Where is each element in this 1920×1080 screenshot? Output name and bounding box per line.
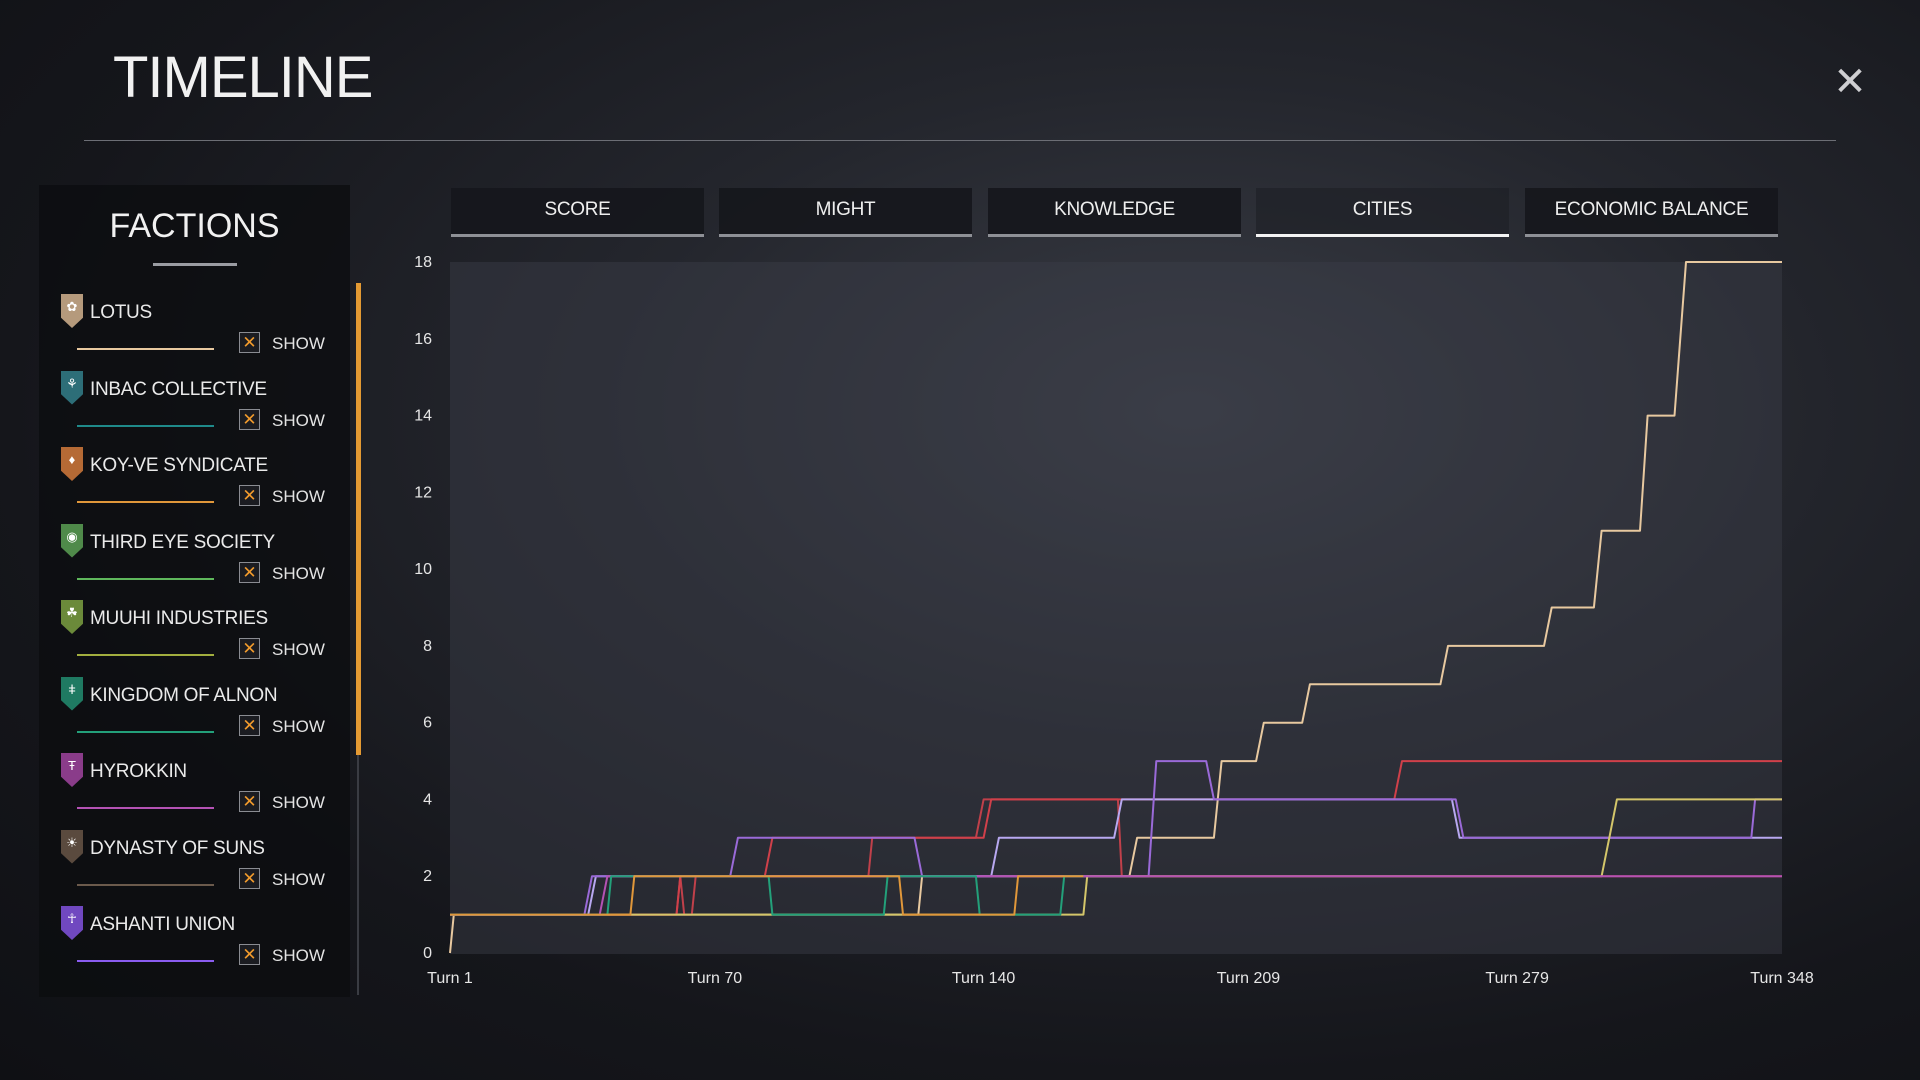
faction-color-swatch	[77, 654, 214, 656]
series-line	[450, 798, 1782, 916]
show-checkbox[interactable]: ✕	[239, 867, 260, 889]
faction-row: ☀ DYNASTY OF SUNS ✕ SHOW	[39, 829, 350, 906]
factions-panel: FACTIONS ✿ LOTUS ✕ SHOW ⚘ INBAC COLLECTIVE ✕ SH…	[39, 185, 350, 997]
faction-color-swatch	[77, 424, 214, 427]
faction-name: THIRD EYE SOCIETY	[90, 531, 275, 553]
faction-color-swatch	[77, 501, 214, 503]
show-label: SHOW	[272, 716, 325, 736]
series-line	[450, 760, 1782, 916]
y-tick-label: 14	[414, 408, 432, 425]
faction-row: ☥ ASHANTI UNION ✕ SHOW	[39, 906, 350, 982]
y-tick-label: 18	[414, 254, 432, 271]
y-tick-label: 4	[423, 791, 432, 808]
y-tick-label: 2	[423, 868, 432, 885]
faction-name: MUUHI INDUSTRIES	[90, 608, 268, 629]
faction-row: ◉ THIRD EYE SOCIETY ✕ SHOW	[39, 523, 350, 600]
faction-row: ǂ KINGDOM OF ALNON ✕ SHOW	[39, 676, 350, 753]
ashanti-icon: ☥	[61, 906, 83, 940]
faction-list-scrollbar[interactable]	[356, 283, 361, 755]
tab-score[interactable]: SCORE	[451, 188, 704, 237]
faction-color-swatch	[77, 730, 214, 733]
show-label: SHOW	[272, 793, 325, 812]
factions-title-underline	[153, 263, 237, 266]
muuhi-icon: ☘	[61, 600, 83, 634]
alnon-icon: ǂ	[61, 676, 83, 711]
show-checkbox[interactable]: ✕	[239, 332, 260, 353]
faction-name: HYROKKIN	[90, 761, 187, 782]
koyve-icon: ♦	[61, 447, 83, 481]
header-divider	[84, 140, 1836, 141]
y-tick-label: 0	[423, 945, 432, 962]
hyrokkin-icon: Ŧ	[61, 753, 83, 787]
show-label: SHOW	[272, 563, 325, 583]
y-tick-label: 12	[414, 484, 432, 501]
show-checkbox[interactable]: ✕	[239, 485, 260, 506]
faction-color-swatch	[77, 960, 214, 962]
x-tick-label: Turn 70	[688, 970, 743, 987]
factions-title: FACTIONS	[109, 207, 280, 245]
suns-icon: ☀	[61, 829, 83, 864]
faction-name: LOTUS	[90, 302, 152, 323]
eye-icon: ◉	[61, 523, 83, 558]
faction-row: ☘ MUUHI INDUSTRIES ✕ SHOW	[39, 600, 350, 676]
x-tick-label: Turn 1	[427, 970, 473, 987]
show-label: SHOW	[272, 946, 325, 965]
tab-knowledge[interactable]: KNOWLEDGE	[988, 188, 1241, 237]
lotus-icon: ✿	[61, 294, 83, 328]
faction-color-swatch	[77, 577, 214, 580]
show-checkbox[interactable]: ✕	[239, 944, 260, 965]
show-label: SHOW	[272, 640, 325, 659]
show-checkbox[interactable]: ✕	[239, 561, 260, 583]
series-line	[450, 875, 1084, 916]
faction-row: ✿ LOTUS ✕ SHOW	[39, 294, 350, 370]
tab-cities[interactable]: CITIES	[1256, 188, 1509, 237]
faction-name: DYNASTY OF SUNS	[90, 837, 265, 859]
show-label: SHOW	[272, 487, 325, 506]
faction-color-swatch	[77, 807, 214, 809]
x-tick-label: Turn 209	[1217, 970, 1281, 987]
page-title: TIMELINE	[113, 45, 373, 110]
show-checkbox[interactable]: ✕	[239, 638, 260, 659]
series-line	[449, 261, 1782, 954]
x-tick-label: Turn 279	[1485, 970, 1549, 987]
faction-name: INBAC COLLECTIVE	[90, 378, 267, 400]
series-line	[450, 798, 1782, 916]
show-label: SHOW	[272, 869, 325, 889]
faction-name: ASHANTI UNION	[90, 914, 235, 935]
faction-name: KINGDOM OF ALNON	[90, 684, 278, 706]
tab-economic-balance[interactable]: ECONOMIC BALANCE	[1525, 188, 1778, 237]
faction-color-swatch	[77, 348, 214, 350]
faction-row: ♦ KOY-VE SYNDICATE ✕ SHOW	[39, 447, 350, 523]
tab-might[interactable]: MIGHT	[719, 188, 972, 237]
faction-row: ⚘ INBAC COLLECTIVE ✕ SHOW	[39, 370, 350, 447]
y-tick-label: 8	[423, 638, 432, 655]
faction-color-swatch	[77, 883, 214, 886]
y-tick-label: 10	[414, 561, 432, 578]
series-line	[450, 875, 1782, 916]
faction-name: KOY-VE SYNDICATE	[90, 455, 268, 476]
y-tick-label: 16	[414, 331, 432, 348]
show-checkbox[interactable]: ✕	[239, 408, 260, 430]
show-checkbox[interactable]: ✕	[239, 714, 260, 736]
show-checkbox[interactable]: ✕	[239, 791, 260, 812]
show-label: SHOW	[272, 334, 325, 353]
series-line	[450, 875, 1084, 916]
show-label: SHOW	[272, 410, 325, 430]
x-tick-label: Turn 348	[1750, 970, 1814, 987]
series-line	[450, 798, 1782, 916]
faction-row: Ŧ HYROKKIN ✕ SHOW	[39, 753, 350, 829]
y-tick-label: 6	[423, 715, 432, 732]
close-icon[interactable]: ✕	[1833, 60, 1867, 104]
inbac-icon: ⚘	[61, 370, 83, 405]
x-tick-label: Turn 140	[952, 970, 1016, 987]
